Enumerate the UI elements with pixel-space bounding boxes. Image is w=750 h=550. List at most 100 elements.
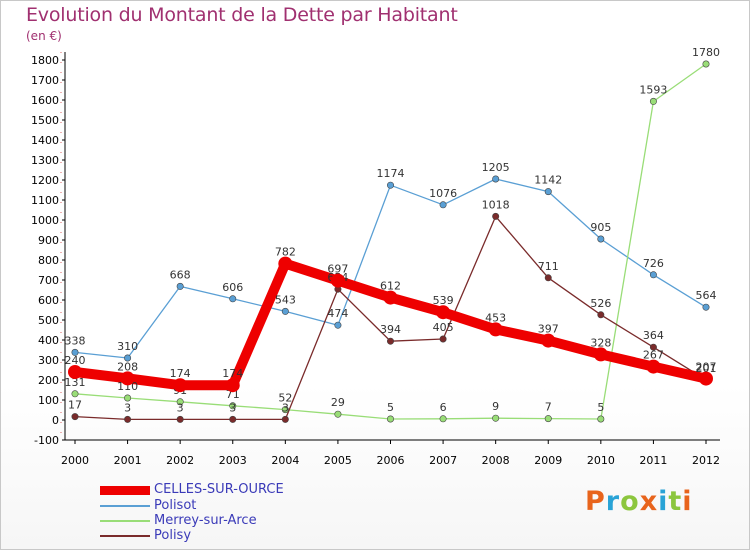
data-point bbox=[649, 343, 657, 351]
data-point bbox=[702, 303, 710, 311]
data-point bbox=[334, 410, 342, 418]
x-tick-label: 2007 bbox=[429, 454, 457, 467]
data-point bbox=[278, 256, 293, 271]
data-label: 1593 bbox=[639, 83, 667, 96]
data-point bbox=[176, 398, 184, 406]
y-tick-label: 1500 bbox=[31, 114, 59, 127]
data-point bbox=[383, 290, 398, 305]
data-label: 328 bbox=[590, 336, 611, 349]
data-point bbox=[71, 413, 79, 421]
data-point bbox=[439, 335, 447, 343]
data-label: 267 bbox=[643, 349, 664, 362]
data-label: 131 bbox=[65, 376, 86, 389]
data-label: 174 bbox=[222, 367, 243, 380]
y-tick-label: 0 bbox=[52, 414, 59, 427]
data-label: 207 bbox=[696, 361, 717, 374]
data-label: 1205 bbox=[482, 161, 510, 174]
data-point bbox=[120, 371, 135, 386]
legend-label: Polisy bbox=[154, 528, 192, 543]
data-point bbox=[229, 295, 237, 303]
data-point bbox=[436, 305, 451, 320]
y-tick-label: 800 bbox=[38, 254, 59, 267]
data-point bbox=[544, 188, 552, 196]
data-point bbox=[492, 212, 500, 220]
x-tick-label: 2003 bbox=[219, 454, 247, 467]
proxiti-logo: Proxiti bbox=[585, 486, 693, 517]
data-point bbox=[229, 415, 237, 423]
data-point bbox=[281, 406, 289, 414]
y-tick-label: 500 bbox=[38, 314, 59, 327]
data-point bbox=[386, 337, 394, 345]
chart-unit: (en €) bbox=[26, 29, 62, 43]
data-point bbox=[225, 378, 240, 393]
data-label: 905 bbox=[590, 221, 611, 234]
data-point bbox=[176, 415, 184, 423]
y-tick-label: 1800 bbox=[31, 54, 59, 67]
data-label: 1018 bbox=[482, 198, 510, 211]
data-point bbox=[649, 97, 657, 105]
data-label: 697 bbox=[327, 263, 348, 276]
legend-swatch bbox=[100, 535, 150, 537]
y-tick-label: 1700 bbox=[31, 74, 59, 87]
data-label: 364 bbox=[643, 329, 664, 342]
data-label: 3 bbox=[124, 401, 131, 414]
data-label: 405 bbox=[433, 321, 454, 334]
data-label: 338 bbox=[65, 334, 86, 347]
y-tick-label: 100 bbox=[38, 394, 59, 407]
data-point bbox=[649, 271, 657, 279]
data-label: 539 bbox=[433, 294, 454, 307]
data-point bbox=[386, 181, 394, 189]
legend-swatch bbox=[100, 520, 150, 522]
data-label: 726 bbox=[643, 257, 664, 270]
data-label: 1780 bbox=[692, 46, 720, 59]
x-tick-label: 2005 bbox=[324, 454, 352, 467]
y-tick-label: 300 bbox=[38, 354, 59, 367]
y-tick-label: 600 bbox=[38, 294, 59, 307]
x-tick-label: 2002 bbox=[166, 454, 194, 467]
data-label: 5 bbox=[387, 401, 394, 414]
data-label: 1142 bbox=[534, 174, 562, 187]
data-point bbox=[124, 354, 132, 362]
y-tick-label: 1000 bbox=[31, 214, 59, 227]
data-point bbox=[330, 273, 345, 288]
data-label: 174 bbox=[170, 367, 191, 380]
y-tick-label: 700 bbox=[38, 274, 59, 287]
data-label: 711 bbox=[538, 260, 559, 273]
x-tick-label: 2004 bbox=[271, 454, 299, 467]
data-label: 7 bbox=[545, 401, 552, 414]
y-tick-label: 200 bbox=[38, 374, 59, 387]
chart-title: Evolution du Montant de la Dette par Hab… bbox=[26, 4, 458, 26]
data-label: 612 bbox=[380, 280, 401, 293]
y-tick-label: -100 bbox=[34, 434, 59, 447]
data-label: 3 bbox=[177, 401, 184, 414]
x-tick-label: 2000 bbox=[61, 454, 89, 467]
data-point bbox=[229, 402, 237, 410]
y-tick-label: 1600 bbox=[31, 94, 59, 107]
data-label: 668 bbox=[170, 268, 191, 281]
data-label: 1076 bbox=[429, 187, 457, 200]
data-point bbox=[541, 333, 556, 348]
legend-label: Polisot bbox=[154, 498, 197, 513]
data-label: 394 bbox=[380, 323, 401, 336]
legend-label: CELLES-SUR-OURCE bbox=[154, 482, 284, 497]
data-point bbox=[173, 378, 188, 393]
x-tick-label: 2008 bbox=[482, 454, 510, 467]
data-label: 6 bbox=[440, 401, 447, 414]
x-tick-label: 2009 bbox=[534, 454, 562, 467]
data-point bbox=[71, 348, 79, 356]
legend-label: Merrey-sur-Arce bbox=[154, 513, 257, 528]
legend-swatch bbox=[100, 486, 150, 495]
x-tick-label: 2011 bbox=[639, 454, 667, 467]
data-label: 201 bbox=[696, 362, 717, 375]
series-line-merrey-sur-arce bbox=[74, 63, 707, 420]
data-point bbox=[439, 415, 447, 423]
data-point bbox=[492, 414, 500, 422]
data-label: 3 bbox=[282, 401, 289, 414]
data-point bbox=[124, 394, 132, 402]
data-label: 453 bbox=[485, 311, 506, 324]
data-label: 310 bbox=[117, 340, 138, 353]
x-tick-label: 2001 bbox=[114, 454, 142, 467]
data-point bbox=[439, 201, 447, 209]
data-point bbox=[488, 322, 503, 337]
